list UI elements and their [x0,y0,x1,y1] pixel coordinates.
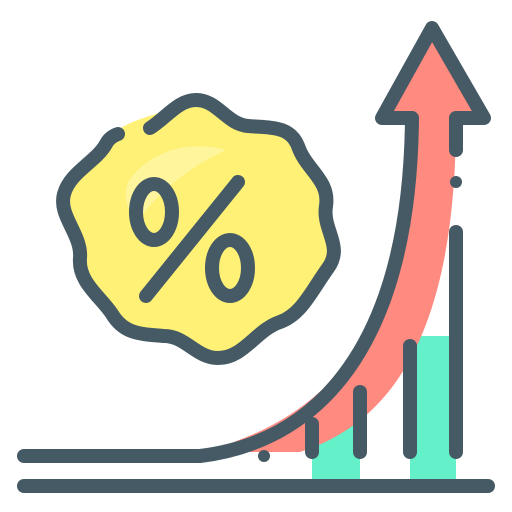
baseline-dot [258,450,270,462]
growth-arrow-outline [17,21,491,463]
percent-icon [129,175,255,303]
badge-highlight [125,146,226,218]
outlines [17,21,495,493]
badge-outline [56,93,341,365]
percent-bottom-circle [205,233,255,303]
arrow-dot [450,176,462,188]
percent-slash [139,175,245,303]
tall-bar-fill [410,336,456,486]
percent-top-circle [129,177,179,247]
